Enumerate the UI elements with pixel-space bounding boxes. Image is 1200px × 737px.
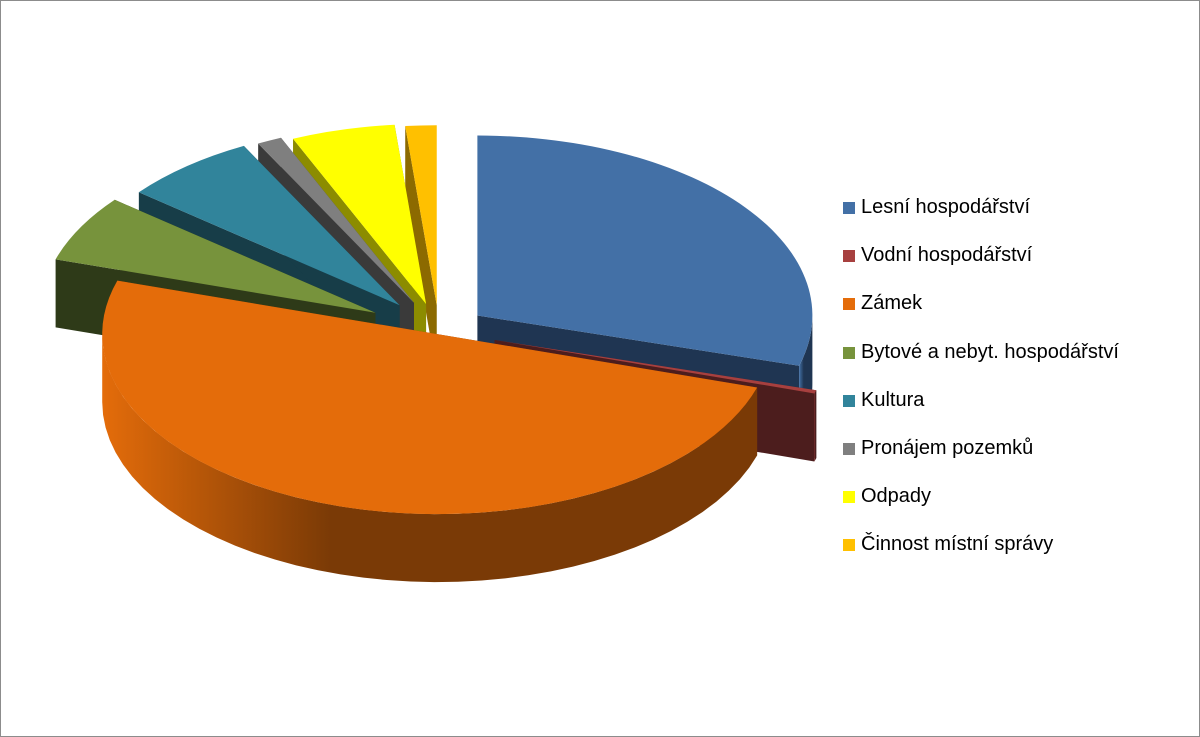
legend-item-zamek: Zámek bbox=[843, 292, 1119, 340]
legend-item-cinnost-mistni-spravy: Činnost místní správy bbox=[843, 533, 1119, 581]
legend-item-pronajem-pozemku: Pronájem pozemků bbox=[843, 437, 1119, 485]
legend-label: Kultura bbox=[861, 388, 925, 411]
legend-swatch bbox=[843, 539, 855, 552]
slice-zamek bbox=[102, 280, 758, 583]
legend-swatch bbox=[843, 442, 855, 455]
legend-label: Činnost místní správy bbox=[861, 533, 1054, 556]
slice-lesni-hospodarstvi-top bbox=[477, 135, 813, 366]
legend-item-kultura: Kultura bbox=[843, 389, 1119, 437]
legend-label: Bytové a nebyt. hospodářství bbox=[861, 340, 1119, 363]
legend-swatch bbox=[843, 491, 855, 504]
legend-item-odpady: Odpady bbox=[843, 485, 1119, 533]
legend-label: Vodní hospodářství bbox=[861, 244, 1033, 267]
legend-swatch bbox=[843, 346, 855, 359]
slice-kultura-top bbox=[138, 145, 400, 306]
legend-swatch bbox=[843, 298, 855, 311]
slice-cinnost-mistni-spravy bbox=[405, 125, 437, 374]
slice-zamek-outer-wall bbox=[102, 334, 758, 583]
legend-label: Odpady bbox=[861, 485, 932, 508]
legend-swatch bbox=[843, 250, 855, 263]
slice-odpady-top bbox=[293, 124, 427, 304]
slice-cinnost-mistni-spravy-start-wall bbox=[405, 126, 437, 374]
slice-vodni-hospodarstvi-outer-wall bbox=[814, 390, 817, 462]
legend-swatch bbox=[843, 394, 855, 407]
slice-pronajem-pozemku-top bbox=[258, 137, 414, 303]
legend-label: Pronájem pozemků bbox=[861, 436, 1034, 459]
legend-label: Zámek bbox=[861, 292, 923, 315]
slice-cinnost-mistni-spravy-top bbox=[405, 125, 437, 306]
legend-item-bytove-a-nebyt-hospodarstvi: Bytové a nebyt. hospodářství bbox=[843, 341, 1119, 389]
legend: Lesní hospodářství Vodní hospodářství Záme… bbox=[843, 196, 1119, 582]
slice-bytove-a-nebyt-hospodarstvi-top bbox=[55, 199, 376, 313]
legend-item-vodni-hospodarstvi: Vodní hospodářství bbox=[843, 244, 1119, 292]
slice-zamek-top bbox=[102, 280, 758, 515]
slice-vodni-hospodarstvi-top bbox=[494, 339, 817, 394]
legend-label: Lesní hospodářství bbox=[861, 196, 1030, 218]
legend-item-lesni-hospodarstvi: Lesní hospodářství bbox=[843, 196, 1119, 244]
legend-swatch bbox=[843, 202, 855, 214]
